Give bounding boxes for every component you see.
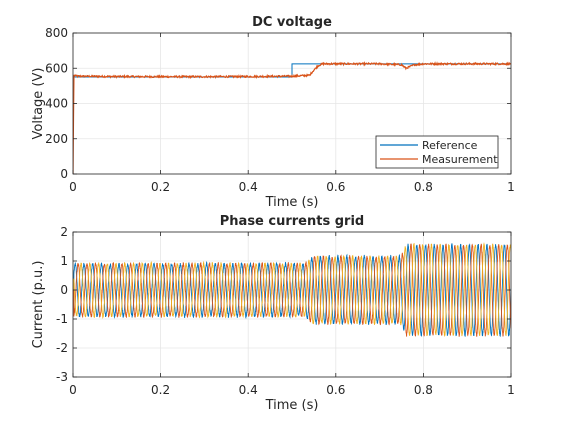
- x-tick-label: 0.6: [326, 180, 345, 194]
- y-tick-label: -1: [56, 312, 68, 326]
- dc-voltage-title: DC voltage: [252, 15, 332, 30]
- legend-box: [375, 135, 499, 169]
- y-tick-label: 0: [60, 167, 68, 181]
- y-tick-label: 200: [45, 132, 68, 146]
- dc-voltage-ticks: 0 0.2 0.4 0.6 0.8 1 0 200 400 600 800: [45, 26, 515, 194]
- dc-voltage-legend: Reference Measurement: [375, 135, 499, 169]
- phase-currents-axes: 0 0.2 0.4 0.6 0.8 1 -3 -2 -1 0 1 2 Phase currents g…: [31, 214, 515, 413]
- dc-voltage-axes: 0 0.2 0.4 0.6 0.8 1 0 200 400 600 800 DC voltage T…: [31, 15, 515, 210]
- y-tick-label: 1: [60, 254, 68, 268]
- y-tick-label: 0: [60, 283, 68, 297]
- y-tick-label: -2: [56, 341, 68, 355]
- legend-reference-label: Reference: [422, 139, 478, 152]
- x-tick-label: 0.4: [239, 383, 258, 397]
- legend-measurement-label: Measurement: [422, 153, 498, 166]
- phase-c-current-line: [73, 242, 511, 337]
- y-tick-label: 800: [45, 26, 68, 40]
- x-tick-label: 0: [69, 383, 77, 397]
- phase-currents-lines: [73, 242, 511, 338]
- y-tick-label: 2: [60, 225, 68, 239]
- phase-b-current-line: [73, 243, 511, 337]
- x-tick-label: 0.8: [414, 383, 433, 397]
- phase-currents-title: Phase currents grid: [220, 214, 364, 229]
- phase-currents-ylabel: Current (p.u.): [31, 261, 46, 349]
- y-tick-label: -3: [56, 370, 68, 384]
- x-tick-label: 0.8: [414, 180, 433, 194]
- dc-voltage-xlabel: Time (s): [265, 195, 319, 210]
- dc-voltage-lines: [73, 60, 511, 174]
- phase-a-current-line: [73, 243, 511, 338]
- x-tick-label: 0.6: [326, 383, 345, 397]
- x-tick-label: 0.2: [151, 180, 170, 194]
- phase-currents-axes-box: [72, 231, 512, 378]
- x-tick-label: 0.2: [151, 383, 170, 397]
- x-tick-label: 1: [507, 180, 515, 194]
- phase-currents-xlabel: Time (s): [265, 398, 319, 413]
- measurement-series-line: [73, 60, 511, 174]
- x-tick-label: 0: [69, 180, 77, 194]
- y-tick-label: 400: [45, 97, 68, 111]
- x-tick-label: 0.4: [239, 180, 258, 194]
- phase-currents-ticks: 0 0.2 0.4 0.6 0.8 1 -3 -2 -1 0 1 2: [56, 225, 515, 397]
- x-tick-label: 1: [507, 383, 515, 397]
- dc-voltage-ylabel: Voltage (V): [31, 68, 46, 140]
- y-tick-label: 600: [45, 61, 68, 75]
